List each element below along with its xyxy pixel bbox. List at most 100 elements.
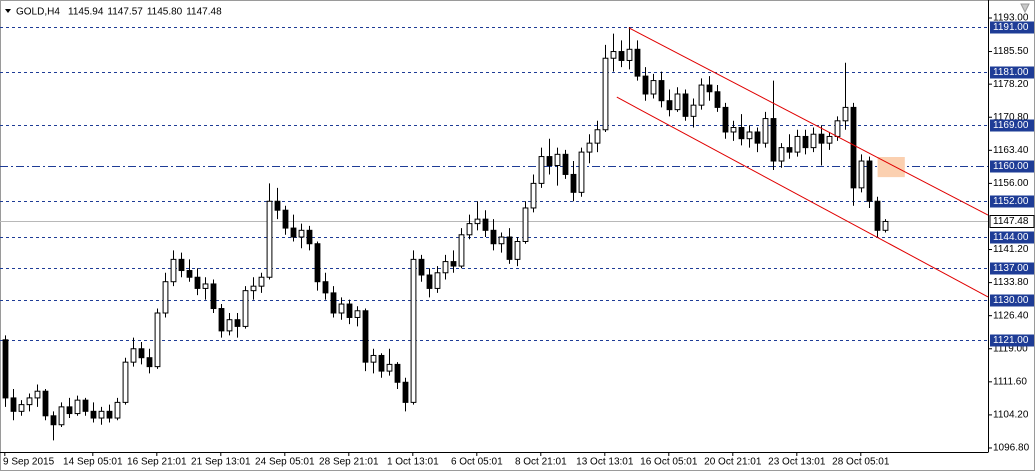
- candle-body: [42, 390, 49, 417]
- y-tick-label: 1141.20: [993, 244, 1029, 255]
- y-tick-label: 1111.60: [993, 376, 1027, 387]
- candle-body: [546, 156, 553, 167]
- level-label-box: [990, 66, 1034, 79]
- y-tick-label: 1126.40: [993, 310, 1029, 321]
- y-tick-label: 1156.00: [993, 178, 1029, 189]
- candle-body: [146, 357, 153, 368]
- candle-body: [730, 127, 737, 133]
- candle-body: [50, 415, 57, 426]
- candle-body: [162, 281, 169, 314]
- candle-body: [418, 258, 425, 276]
- candle-body: [738, 127, 745, 140]
- candle-body: [634, 48, 641, 77]
- candle-body: [658, 80, 665, 102]
- quote-value: 1147.48: [186, 7, 222, 18]
- level-label-box: [990, 294, 1034, 307]
- candle-body: [874, 200, 881, 231]
- y-tick-label: 1163.40: [993, 145, 1029, 156]
- channel-line: [628, 27, 989, 216]
- candle-body: [178, 258, 185, 272]
- candle-body: [802, 135, 809, 149]
- level-label: 1160.00: [993, 161, 1029, 172]
- y-tick-label: 1178.20: [993, 79, 1029, 90]
- candle-body: [194, 276, 201, 289]
- candle-body: [522, 207, 529, 242]
- candle-body: [322, 281, 329, 294]
- candle-body: [690, 104, 697, 117]
- x-tick-label: 28 Sep 21:01: [319, 457, 379, 468]
- candle-body: [106, 410, 113, 419]
- candle-body: [90, 410, 97, 419]
- quote-value: 1145.80: [147, 7, 183, 18]
- symbol-title: GOLD,H4: [16, 7, 60, 18]
- x-tick-label: 20 Oct 21:01: [704, 457, 762, 468]
- candle-body: [618, 51, 625, 61]
- level-label: 1181.00: [993, 67, 1029, 78]
- candle-body: [610, 51, 617, 59]
- candle-body: [386, 363, 393, 372]
- candle-body: [602, 57, 609, 131]
- y-tick-label: 1193.00: [993, 13, 1029, 24]
- candle-body: [706, 84, 713, 93]
- candle-body: [346, 303, 353, 318]
- level-label-box: [990, 262, 1034, 275]
- candle-body: [258, 276, 265, 287]
- candle-body: [642, 75, 649, 95]
- x-tick-label: 23 Oct 13:01: [768, 457, 826, 468]
- y-tick-label: 1133.80: [993, 277, 1029, 288]
- candle-body: [114, 401, 121, 419]
- x-tick-label: 13 Oct 13:01: [576, 457, 634, 468]
- x-tick-label: 1 Oct 13:01: [387, 457, 439, 468]
- corner-icon[interactable]: [1020, 3, 1030, 14]
- candle-body: [66, 406, 73, 415]
- candle-body: [282, 209, 289, 229]
- candle-body: [442, 261, 449, 274]
- candle-body: [58, 406, 65, 426]
- level-label: 1137.00: [993, 263, 1029, 274]
- x-tick-label: 16 Sep 21:01: [127, 457, 187, 468]
- candle-body: [122, 361, 129, 403]
- candle-body: [450, 261, 457, 267]
- candle-body: [482, 218, 489, 231]
- candle-body: [858, 160, 865, 189]
- candle-body: [210, 283, 217, 310]
- candle-body: [370, 354, 377, 363]
- candle-body: [378, 354, 385, 372]
- level-label-box: [990, 21, 1034, 34]
- candle-body: [306, 229, 313, 245]
- candle-body: [458, 234, 465, 267]
- candle-body: [578, 151, 585, 193]
- candle-body: [402, 381, 409, 403]
- level-label: 1152.00: [993, 196, 1029, 207]
- candle-body: [354, 310, 361, 318]
- candle-body: [186, 270, 193, 278]
- y-tick-label: 1170.80: [993, 112, 1029, 123]
- candle-body: [250, 285, 257, 292]
- menu-arrow[interactable]: [5, 9, 11, 13]
- level-label-box: [990, 195, 1034, 208]
- candle-body: [506, 236, 513, 260]
- candle-body: [314, 243, 321, 283]
- candle-body: [714, 91, 721, 108]
- candle-body: [242, 290, 249, 327]
- candle-body: [154, 312, 161, 368]
- candle-body: [674, 93, 681, 111]
- candle-body: [666, 100, 673, 111]
- candle-body: [362, 310, 369, 363]
- candle-body: [130, 348, 137, 363]
- candle-body: [74, 399, 81, 415]
- zone-rectangle: [877, 157, 905, 178]
- candle-body: [586, 142, 593, 153]
- quote-value: 1145.94: [68, 7, 104, 18]
- front-layer: 1191.00 1181.00 1169.00 1160.00 1152.00 1144.…: [616, 21, 1035, 347]
- level-label-box: [990, 334, 1034, 347]
- x-tick-label: 6 Oct 05:01: [451, 457, 503, 468]
- candle-body: [234, 319, 241, 327]
- y-tick-label: 1104.20: [993, 410, 1029, 421]
- candle-body: [698, 84, 705, 106]
- candle-body: [10, 397, 17, 412]
- candle-body: [82, 399, 89, 412]
- candle-body: [338, 303, 345, 314]
- candle-body: [538, 156, 545, 184]
- candle-body: [514, 240, 521, 260]
